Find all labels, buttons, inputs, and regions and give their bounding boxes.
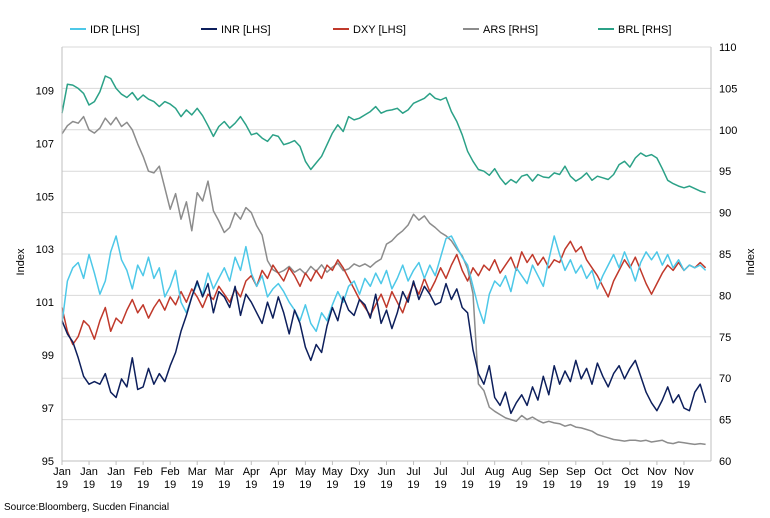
y-right-tick-label: 95 (719, 166, 731, 178)
x-tick-year: 19 (380, 479, 392, 491)
x-tick-month: Jun (378, 466, 396, 478)
x-tick-month: Dxy (350, 466, 369, 478)
x-tick-year: 19 (110, 479, 122, 491)
x-tick-month: Jul (434, 466, 448, 478)
y-right-tick-label: 70 (719, 373, 731, 385)
y-right-tick-label: 90 (719, 208, 731, 220)
y-left-tick-label: 109 (36, 85, 54, 97)
x-tick-year: 19 (570, 479, 582, 491)
y-left-tick-label: 97 (42, 403, 54, 415)
y-left-tick-label: 105 (36, 191, 54, 203)
x-tick-month: Mar (215, 466, 234, 478)
x-tick-month: Jan (107, 466, 125, 478)
x-tick-year: 19 (245, 479, 257, 491)
y-right-tick-label: 110 (719, 42, 737, 54)
y-axis-left-label: Index (15, 248, 27, 275)
x-tick-month: Feb (161, 466, 180, 478)
x-tick-year: 19 (597, 479, 609, 491)
x-tick-month: Jul (407, 466, 421, 478)
x-tick-month: Apr (243, 466, 260, 478)
legend-label: INR [LHS] (221, 24, 271, 36)
source-note: Source:Bloomberg, Sucden Financial (4, 502, 169, 513)
x-tick-year: 19 (489, 479, 501, 491)
series-line-idr (61, 235, 707, 333)
series-layer (61, 75, 707, 446)
x-tick-year: 19 (83, 479, 95, 491)
x-tick-month: Jan (53, 466, 71, 478)
x-tick-year: 19 (462, 479, 474, 491)
legend: IDR [LHS] INR [LHS] DXY [LHS] ARS [RHS] BRL … (70, 24, 671, 36)
series-line-dxy (61, 240, 707, 346)
x-tick-year: 19 (191, 479, 203, 491)
x-tick-month: Jan (80, 466, 98, 478)
x-tick-year: 19 (299, 479, 311, 491)
x-tick-year: 19 (543, 479, 555, 491)
y-left-tick-label: 107 (36, 138, 54, 150)
x-tick-month: Oct (594, 466, 611, 478)
x-tick-year: 19 (678, 479, 690, 491)
y-left-tick-label: 99 (42, 350, 54, 362)
x-tick-month: Oct (621, 466, 638, 478)
x-tick-year: 19 (218, 479, 230, 491)
x-tick-year: 19 (651, 479, 663, 491)
y-right-tick-label: 85 (719, 249, 731, 261)
x-tick-month: Sep (539, 466, 559, 478)
x-tick-month: Aug (485, 466, 505, 478)
x-tick-year: 19 (624, 479, 636, 491)
x-tick-year: 19 (272, 479, 284, 491)
x-tick-month: Nov (647, 466, 667, 478)
y-right-tick-label: 80 (719, 290, 731, 302)
x-tick-year: 19 (164, 479, 176, 491)
y-axis-right-label: Index (745, 248, 757, 275)
x-tick-year: 19 (137, 479, 149, 491)
y-left-tick-label: 101 (36, 297, 54, 309)
x-tick-month: Jul (461, 466, 475, 478)
y-left-tick-label: 95 (42, 456, 54, 468)
x-tick-year: 19 (407, 479, 419, 491)
x-tick-month: May (295, 466, 316, 478)
x-tick-year: 19 (326, 479, 338, 491)
x-tick-month: Nov (674, 466, 694, 478)
x-tick-month: Mar (188, 466, 207, 478)
legend-label: ARS [RHS] (483, 24, 538, 36)
y-right-tick-label: 60 (719, 456, 731, 468)
y-right-tick-label: 75 (719, 332, 731, 344)
x-tick-month: Aug (512, 466, 532, 478)
x-tick-month: Sep (566, 466, 586, 478)
x-tick-year: 19 (353, 479, 365, 491)
legend-label: IDR [LHS] (90, 24, 140, 36)
series-line-ars (61, 115, 706, 446)
x-tick-year: 19 (434, 479, 446, 491)
x-tick-month: Feb (134, 466, 153, 478)
x-tick-month: Apr (270, 466, 287, 478)
series-line-inr (61, 280, 707, 415)
axes: 95 97 99 101 103 105 107 109 60 65 70 75 80 85 90 95 100… (36, 42, 738, 491)
y-right-tick-label: 65 (719, 415, 731, 427)
series-line-brl (61, 75, 706, 194)
y-right-tick-label: 105 (719, 83, 737, 95)
y-right-tick-label: 100 (719, 125, 737, 137)
x-tick-year: 19 (516, 479, 528, 491)
y-left-tick-label: 103 (36, 244, 54, 256)
gridlines (62, 46, 711, 421)
legend-label: DXY [LHS] (353, 24, 406, 36)
x-tick-month: May (322, 466, 343, 478)
legend-label: BRL [RHS] (618, 24, 671, 36)
x-tick-year: 19 (56, 479, 68, 491)
